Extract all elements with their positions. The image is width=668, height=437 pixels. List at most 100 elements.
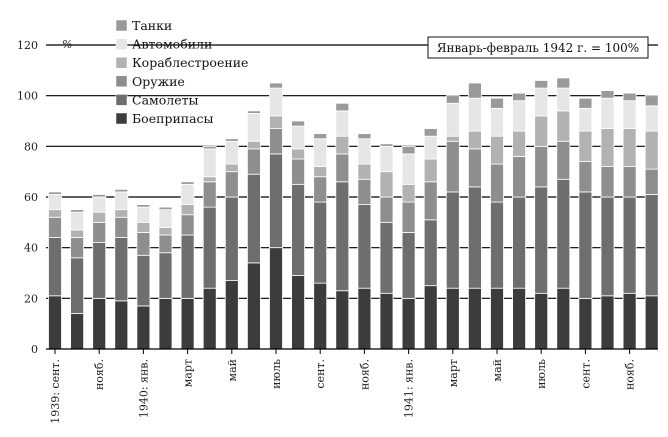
bar-segment: [644, 105, 659, 132]
bar-segment: [136, 206, 151, 223]
bar-segment: [490, 201, 504, 289]
bar-segment: [70, 229, 84, 238]
bar-segment: [512, 100, 526, 132]
bar-segment: [534, 80, 549, 89]
bar-segment: [600, 196, 615, 297]
bar-segment: [644, 95, 659, 107]
legend-label: Оружие: [132, 74, 185, 89]
bar-segment: [357, 163, 372, 180]
bar-segment: [224, 140, 239, 165]
bar-segment: [246, 173, 261, 264]
bar-segment: [246, 113, 261, 142]
bar-segment: [313, 138, 328, 167]
x-tick-label: нояб.: [624, 359, 637, 390]
bar-segment: [556, 77, 571, 89]
y-tick-label: 40: [24, 242, 38, 255]
bar-segment: [534, 87, 549, 117]
x-tick-label: сент.: [579, 359, 592, 389]
bar-segment: [180, 204, 195, 216]
axis-layer: 0 20 40 60 80 100 120 1939: сент. нояб. 1940: янв…: [17, 39, 658, 424]
bar-segment: [158, 209, 173, 228]
bar-segment: [291, 183, 306, 276]
bar-segment: [269, 82, 283, 89]
x-tick-label: 1939: сент.: [49, 359, 62, 424]
bar-segment: [622, 100, 637, 130]
bar-segment: [578, 161, 593, 193]
bar-segment: [335, 290, 350, 350]
bar-segment: [202, 287, 217, 350]
bar-segment: [401, 183, 416, 203]
baseline-note-frame: [427, 36, 649, 59]
bar-segment: [622, 128, 637, 168]
bar-segment: [202, 176, 217, 183]
bar-segment: [357, 287, 372, 350]
x-tick-label: 1940: янв.: [137, 359, 150, 418]
bar-segment: [467, 130, 482, 150]
bar-segment: [379, 221, 394, 294]
bar-segment: [246, 140, 261, 150]
x-tick-label: нояб.: [93, 359, 106, 390]
bar-segment: [556, 110, 571, 142]
bar-segment: [224, 171, 239, 198]
legend-swatch: [115, 94, 128, 106]
legend-label: Танки: [132, 18, 172, 33]
bar-segment: [622, 166, 637, 198]
bar-segment: [490, 287, 504, 350]
bar-segment: [423, 181, 438, 221]
y-tick-label: 0: [31, 343, 38, 356]
bar-segment: [445, 191, 460, 289]
bar-segment: [269, 115, 283, 130]
x-tick-label: июль: [270, 359, 283, 389]
bar-segment: [48, 237, 62, 297]
bar-segment: [534, 115, 549, 147]
bar-segment: [467, 287, 482, 350]
bar-segment: [622, 92, 637, 102]
bar-segment: [269, 87, 283, 117]
bar-segment: [114, 216, 129, 238]
bar-segment: [291, 120, 306, 127]
bar-segment: [291, 125, 306, 150]
bar-segment: [423, 285, 438, 350]
y-tick-label: 80: [24, 140, 38, 153]
bar-segment: [180, 234, 195, 299]
bar-segment: [313, 282, 328, 350]
bar-segment: [136, 221, 151, 233]
bar-segment: [467, 82, 482, 99]
bar-segment: [70, 237, 84, 259]
bar-segment: [158, 252, 173, 299]
bar-segment: [423, 135, 438, 160]
bar-segment: [423, 128, 438, 137]
bar-segment: [490, 107, 504, 137]
bar-segment: [423, 158, 438, 183]
bar-segment: [335, 110, 350, 137]
bar-segment: [379, 292, 394, 350]
legend-swatch: [115, 56, 128, 69]
bar-segment: [379, 196, 394, 223]
bar-segment: [70, 313, 84, 350]
bar-segment: [556, 140, 571, 180]
bar-segment: [556, 87, 571, 112]
bar-segment: [224, 138, 239, 142]
bar-segment: [224, 163, 239, 173]
bar-segment: [490, 135, 504, 165]
bar-segment: [512, 196, 526, 289]
bar-segment: [202, 206, 217, 289]
bar-segment: [313, 176, 328, 203]
bar-segment: [578, 97, 593, 109]
bar-segment: [92, 297, 107, 350]
bar-segment: [246, 262, 261, 350]
bar-segment: [335, 181, 350, 292]
bar-segment: [114, 188, 129, 193]
bar-segment: [578, 297, 593, 350]
bar-segment: [180, 181, 195, 185]
bar-segment: [291, 158, 306, 185]
bar-segment: [445, 287, 460, 350]
bar-segment: [335, 135, 350, 155]
bar-segment: [644, 295, 659, 350]
bar-segment: [556, 178, 571, 289]
bar-segment: [357, 178, 372, 206]
bar-segment: [379, 143, 394, 147]
bar-segment: [114, 191, 129, 211]
bar-segment: [445, 135, 460, 142]
legend-label: Самолеты: [132, 92, 199, 107]
